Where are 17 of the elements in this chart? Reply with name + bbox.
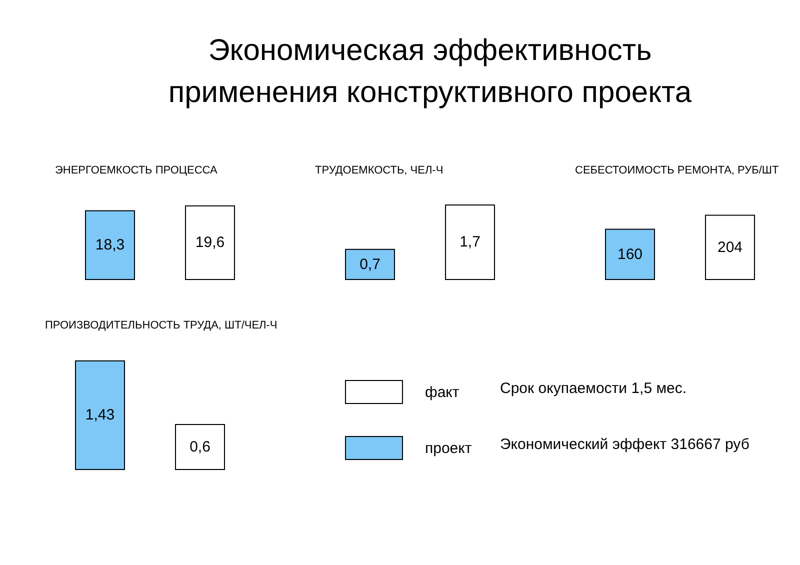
chart-title: СЕБЕСТОИМОСТЬ РЕМОНТА, РУБ/ШТ [575,164,779,176]
data-label: 19,6 [195,234,225,252]
data-label: 0,7 [360,256,380,273]
data-label: 18,3 [95,236,125,254]
chart-title: ЭНЕРГОЕМКОСТЬ ПРОЦЕССА [55,164,218,176]
text: Экономическая эффективность применения конструктивного проекта [167,33,693,111]
text: Экономический эффект 316667 руб [500,436,750,453]
chart-title: ТРУДОЕМКОСТЬ, ЧЕЛ-Ч [315,164,444,176]
data-label: 1,7 [460,234,480,251]
chart-title: ПРОИЗВОДИТЕЛЬНОСТЬ ТРУДА, ШТ/ЧЕЛ-Ч [45,320,278,332]
category-label: факт [425,384,460,400]
data-label: 0,6 [190,438,210,456]
data-label: 204 [717,238,743,256]
data-label: 1,43 [85,406,115,424]
data-label: 160 [617,246,643,263]
category-label: проект [425,440,472,456]
text: Срок окупаемости 1,5 мес. [500,380,687,397]
